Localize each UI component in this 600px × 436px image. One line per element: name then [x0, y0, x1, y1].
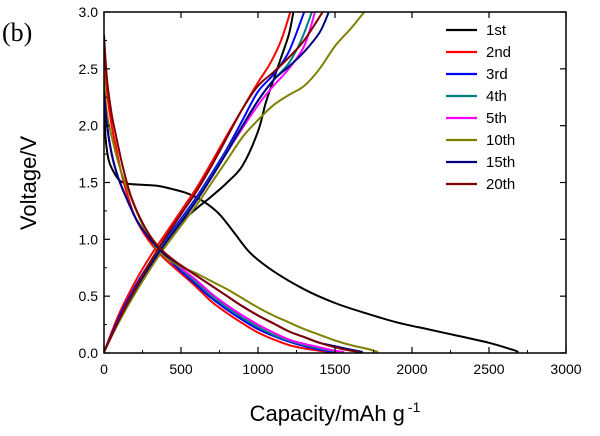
- x-tick-label: 1000: [242, 361, 273, 377]
- series-5th: [104, 12, 345, 353]
- charge-curve-1st: [104, 12, 295, 353]
- x-tick-label: 0: [100, 361, 108, 377]
- charge-curve-10th: [104, 12, 366, 353]
- panel-label: (b): [2, 18, 32, 47]
- series-10th: [104, 12, 379, 353]
- series-2nd: [104, 12, 331, 353]
- data-curves: [104, 12, 519, 353]
- series-1st: [104, 12, 519, 353]
- x-axis-title: Capacity/mAh g -1: [250, 399, 421, 426]
- legend-label-4th: 4th: [486, 88, 507, 105]
- axis-ticks: 0 500 1000 1500 2000 2500 3000 0.0 0.5 1.0 1.5 2.0 2…: [79, 4, 582, 377]
- discharge-curve-2nd: [104, 40, 331, 353]
- charge-curve-20th: [104, 12, 324, 353]
- legend-label-10th: 10th: [486, 132, 515, 149]
- discharge-curve-20th: [104, 34, 360, 353]
- x-tick-label: 1500: [319, 361, 350, 377]
- charge-curve-15th: [104, 12, 330, 353]
- y-tick-label: 0.5: [79, 288, 99, 304]
- discharge-curve-10th: [104, 74, 379, 353]
- y-tick-label: 2.0: [79, 118, 99, 134]
- y-tick-label: 3.0: [79, 4, 99, 20]
- x-axis-title-text: Capacity/mAh g: [250, 401, 405, 426]
- legend-label-1st: 1st: [486, 22, 507, 39]
- charge-curve-2nd: [104, 12, 292, 353]
- charge-curve-3rd: [104, 12, 306, 353]
- legend-label-3rd: 3rd: [486, 66, 508, 83]
- discharge-curve-4th: [104, 91, 339, 353]
- y-tick-label: 1.0: [79, 231, 99, 247]
- legend-label-20th: 20th: [486, 176, 515, 193]
- x-tick-label: 500: [169, 361, 193, 377]
- y-tick-label: 0.0: [79, 345, 99, 361]
- x-axis-title-superscript: -1: [408, 399, 421, 415]
- legend-label-2nd: 2nd: [486, 44, 511, 61]
- y-axis-title: Voltage/V: [16, 136, 41, 231]
- y-tick-label: 2.5: [79, 61, 99, 77]
- x-tick-label: 2000: [396, 361, 427, 377]
- x-tick-label: 3000: [550, 361, 581, 377]
- legend: 1st 2nd 3rd 4th 5th 10th 15th 20th: [446, 22, 515, 193]
- legend-label-15th: 15th: [486, 154, 515, 171]
- legend-label-5th: 5th: [486, 110, 507, 127]
- y-tick-label: 1.5: [79, 175, 99, 191]
- series-20th: [104, 12, 360, 353]
- x-tick-label: 2500: [473, 361, 504, 377]
